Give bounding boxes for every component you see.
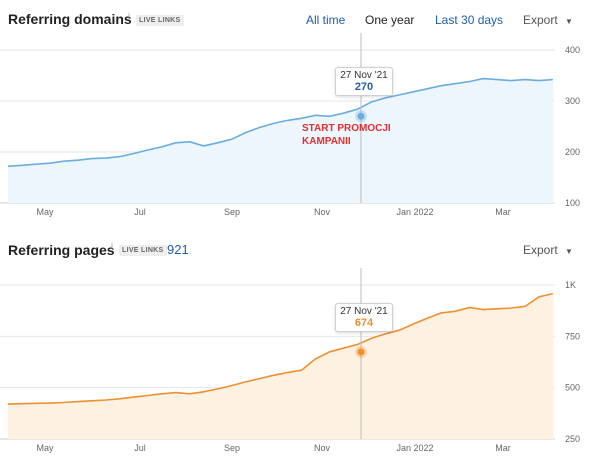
hover-marker[interactable] <box>357 348 365 356</box>
x-tick-label: Jul <box>134 443 146 453</box>
x-tick-label: Sep <box>224 207 240 217</box>
domains-info-icon[interactable]: i <box>128 11 130 21</box>
x-tick-label: Mar <box>495 443 511 453</box>
chevron-down-icon: ▼ <box>565 17 573 26</box>
y-tick-label: 400 <box>565 45 580 55</box>
tab-all-time[interactable]: All time <box>306 13 346 27</box>
hover-marker[interactable] <box>357 112 365 120</box>
pages-live-links-badge: LIVE LINKS <box>119 245 167 256</box>
pages-header: Referring pages i LIVE LINKS 921 Export … <box>0 233 592 259</box>
x-tick-label: Jul <box>134 207 146 217</box>
y-tick-label: 200 <box>565 147 580 157</box>
tab-last-30-days[interactable]: Last 30 days <box>435 13 504 27</box>
domains-tooltip: 27 Nov '21 270 <box>335 67 393 96</box>
pages-info-icon[interactable]: i <box>111 241 113 251</box>
x-tick-label: May <box>36 207 54 217</box>
campaign-annotation-line-1: START PROMOCJI <box>302 123 391 134</box>
x-tick-label: Sep <box>224 443 240 453</box>
domains-tooltip-date: 27 Nov '21 <box>340 70 388 81</box>
pages-chart[interactable]: 250 500 750 1K May Jul Sep Nov Jan 2022 Mar <box>0 268 592 453</box>
pages-tooltip-value: 674 <box>354 317 374 329</box>
x-tick-label: Mar <box>495 207 511 217</box>
domains-tooltip-value: 270 <box>354 81 374 93</box>
x-tick-label: Nov <box>314 207 331 217</box>
domains-export-label: Export <box>523 13 558 27</box>
x-tick-label: Nov <box>314 443 331 453</box>
domains-title: Referring domains <box>8 11 132 27</box>
campaign-annotation: START PROMOCJI KAMPANII <box>302 122 391 148</box>
x-tick-label: May <box>36 443 54 453</box>
pages-export-button[interactable]: Export ▼ <box>523 243 573 257</box>
tab-one-year[interactable]: One year <box>365 13 415 27</box>
y-tick-label: 1K <box>565 280 576 290</box>
domains-live-links-badge: LIVE LINKS <box>136 15 184 26</box>
x-tick-label: Jan 2022 <box>396 443 433 453</box>
y-tick-label: 500 <box>565 383 580 393</box>
pages-tooltip: 27 Nov '21 674 <box>335 303 393 332</box>
pages-tooltip-date: 27 Nov '21 <box>340 306 388 317</box>
series-line <box>7 292 554 405</box>
chevron-down-icon: ▼ <box>565 247 573 256</box>
y-tick-label: 300 <box>565 96 580 106</box>
y-tick-label: 750 <box>565 331 580 341</box>
series-area <box>8 78 553 203</box>
pages-title: Referring pages <box>8 242 115 258</box>
domains-header: Referring domains i LIVE LINKS All time … <box>0 0 592 27</box>
series-line <box>7 77 554 168</box>
campaign-annotation-line-2: KAMPANII <box>302 136 351 147</box>
pages-count: 921 <box>167 242 189 257</box>
series-area <box>8 293 553 439</box>
y-tick-label: 250 <box>565 434 580 444</box>
domains-chart[interactable]: 100 200 300 400 May Jul Sep Nov Jan 2022 Mar <box>0 33 592 223</box>
pages-export-label: Export <box>523 243 558 257</box>
x-tick-label: Jan 2022 <box>396 207 433 217</box>
y-tick-label: 100 <box>565 198 580 208</box>
domains-export-button[interactable]: Export ▼ <box>523 13 573 27</box>
